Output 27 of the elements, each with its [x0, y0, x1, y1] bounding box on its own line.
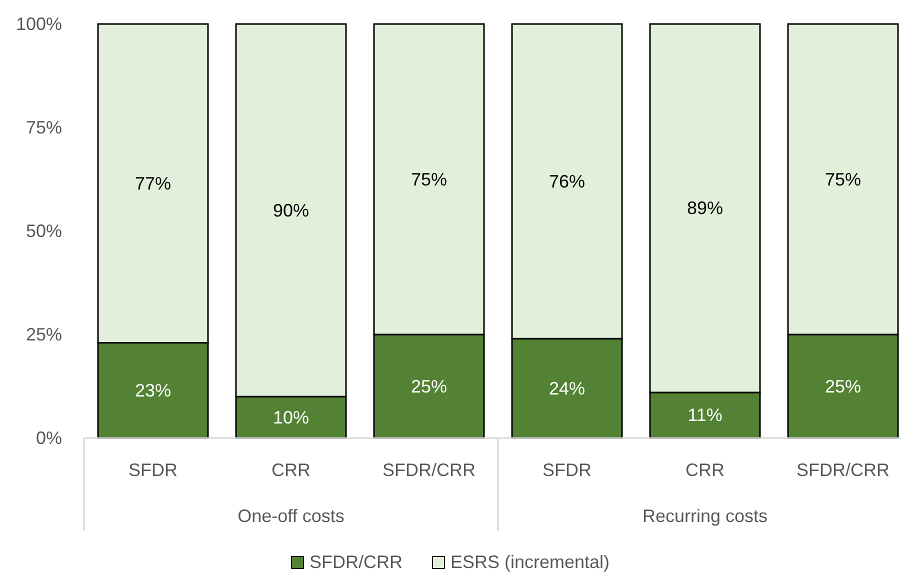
data-label: 75% [824, 169, 862, 190]
y-tick-label: 50% [26, 221, 62, 241]
y-tick-label: 0% [36, 428, 62, 448]
x-tick-label: SFDR/CRR [796, 460, 890, 480]
legend-label: SFDR/CRR [309, 551, 402, 573]
data-label: 11% [688, 405, 722, 426]
data-label: 23% [134, 380, 172, 400]
text: One-off costs [238, 506, 344, 526]
x-tick-label: SFDR [128, 460, 178, 480]
data-label: 25% [824, 376, 862, 396]
x-tick-label: CRR [686, 460, 724, 480]
legend-label: ESRS (incremental) [450, 551, 610, 573]
x-tick-label: SFDR/CRR [382, 460, 476, 480]
y-tick-label: 25% [26, 324, 62, 344]
data-label: 77% [134, 173, 172, 194]
data-label: 24% [548, 378, 586, 398]
text: Recurring costs [642, 506, 768, 526]
data-label: 89% [686, 198, 724, 218]
data-label: 10% [272, 407, 310, 428]
y-tick-label: 75% [26, 118, 62, 138]
x-tick-label: CRR [272, 460, 310, 480]
data-label: 75% [410, 169, 448, 190]
data-label: 90% [272, 200, 310, 220]
data-label: 76% [548, 171, 586, 192]
y-tick-label: 100% [16, 14, 62, 34]
data-label: 25% [410, 376, 448, 396]
x-tick-label: SFDR [542, 460, 592, 480]
